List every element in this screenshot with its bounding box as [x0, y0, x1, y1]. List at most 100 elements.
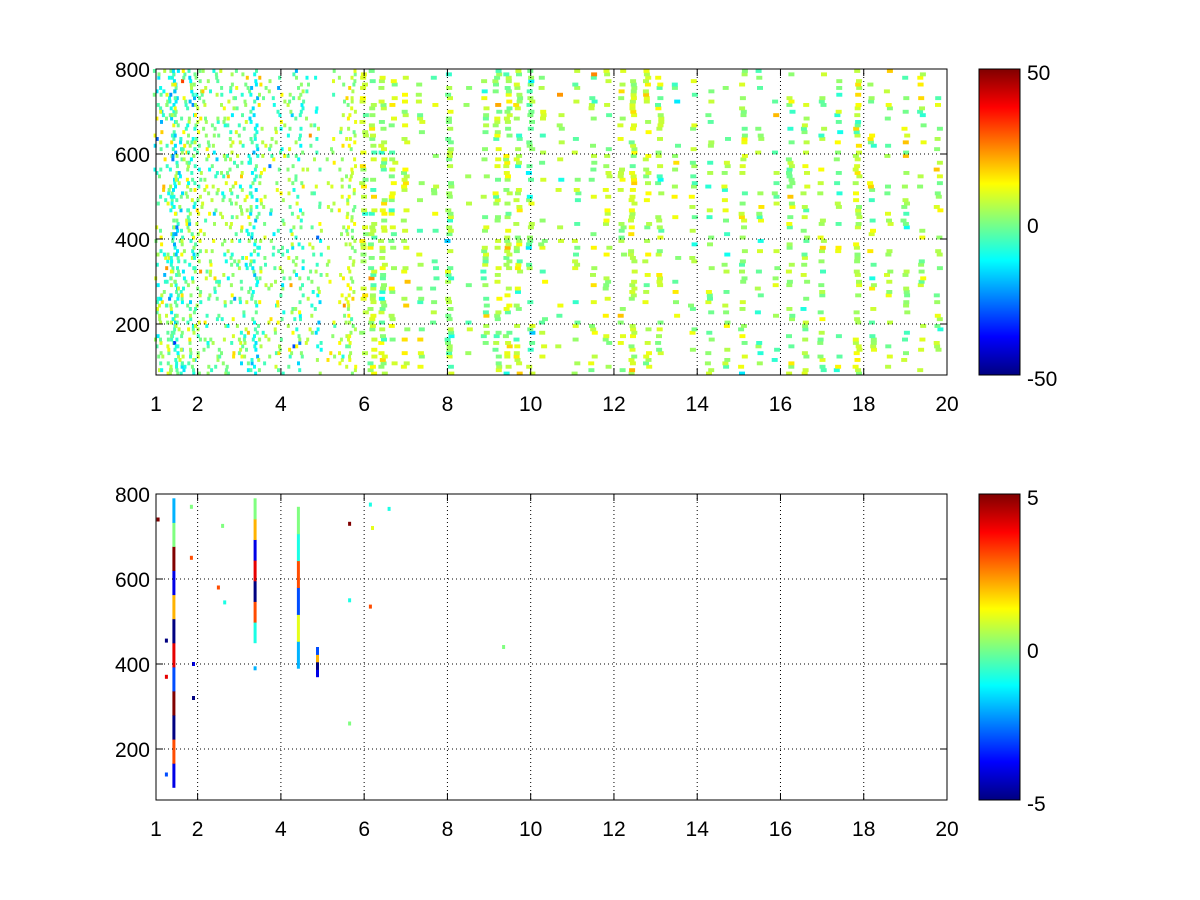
heatmap-cell: [191, 137, 195, 141]
heatmap-cell: [230, 82, 234, 87]
heatmap-cell: [466, 327, 473, 332]
heatmap-cell: [166, 201, 170, 206]
heatmap-cell: [289, 283, 293, 288]
heatmap-cell: [493, 341, 500, 345]
heatmap-cell: [430, 286, 437, 291]
heatmap-cell: [869, 276, 876, 281]
heatmap-cell: [233, 296, 237, 301]
heatmap-cell: [370, 188, 377, 192]
heatmap-cell: [725, 137, 731, 141]
heatmap-cell: [183, 259, 187, 264]
heatmap-cell: [754, 310, 761, 315]
heatmap-cell: [516, 208, 523, 213]
heatmap-cell: [351, 279, 355, 284]
heatmap-cell: [208, 167, 212, 172]
heatmap-cell: [818, 167, 825, 172]
heatmap-cell: [193, 96, 196, 101]
heatmap-cell: [199, 228, 203, 233]
heatmap-cell: [350, 171, 354, 175]
heatmap-cell: [590, 143, 596, 148]
heatmap-cell: [176, 222, 180, 226]
heatmap-cell: [918, 96, 925, 101]
heatmap-cell: [417, 198, 423, 203]
heatmap-cell: [352, 290, 356, 294]
heatmap-cell: [180, 147, 183, 152]
heatmap-cell: [248, 157, 252, 162]
heatmap-cell: [214, 174, 218, 179]
heatmap-cell: [174, 174, 178, 179]
heatmap-cell: [253, 137, 257, 141]
heatmap-cell: [446, 317, 453, 322]
heatmap-cell: [708, 337, 715, 342]
heatmap-cell: [786, 222, 793, 226]
heatmap-cell: [348, 113, 352, 118]
heatmap-cell: [867, 184, 874, 189]
heatmap-cell: [341, 354, 345, 359]
heatmap-cell: [773, 113, 780, 118]
heatmap-cell: [483, 252, 489, 257]
heatmap-cell: [739, 106, 746, 111]
heatmap-cell: [788, 140, 795, 145]
heatmap-cell: [155, 116, 159, 121]
heatmap-cell: [192, 310, 196, 315]
heatmap-cell: [835, 109, 842, 114]
heatmap-cell: [431, 188, 437, 192]
heatmap-cell: [242, 126, 246, 131]
heatmap-cell: [326, 205, 330, 209]
heatmap-dot: [348, 721, 352, 726]
heatmap-cell: [173, 89, 177, 94]
heatmap-cell: [249, 286, 252, 291]
heatmap-cell: [643, 92, 650, 97]
heatmap-cell: [342, 225, 346, 230]
heatmap-cell: [175, 160, 179, 165]
heatmap-cell: [262, 205, 266, 209]
heatmap-cell: [348, 256, 352, 260]
heatmap-cell: [360, 259, 367, 264]
heatmap-cell: [253, 126, 257, 131]
heatmap-cell: [262, 96, 265, 101]
heatmap-cell: [817, 181, 824, 186]
heatmap-cell: [203, 103, 207, 107]
heatmap-cell: [188, 75, 192, 80]
heatmap-cell: [253, 334, 256, 339]
heatmap-cell: [162, 290, 166, 294]
heatmap-cell: [901, 126, 908, 131]
heatmap-cell: [333, 324, 337, 328]
heatmap-cell: [310, 330, 314, 335]
heatmap-cell: [298, 133, 302, 138]
heatmap-cell: [173, 252, 176, 257]
heatmap-cell: [211, 143, 215, 148]
heatmap-cell: [819, 245, 826, 250]
heatmap-cell: [869, 334, 876, 339]
heatmap-cell: [516, 239, 523, 243]
heatmap-cell: [187, 361, 191, 366]
heatmap-cell: [757, 293, 764, 298]
heatmap-cell: [591, 354, 598, 359]
heatmap-cell: [310, 225, 314, 230]
heatmap-cell: [504, 235, 511, 240]
heatmap-cell: [249, 160, 252, 165]
heatmap-cell: [605, 171, 612, 175]
heatmap-cell: [628, 218, 634, 223]
heatmap-cell: [341, 276, 345, 281]
heatmap-cell: [280, 147, 284, 152]
heatmap-cell: [196, 354, 200, 359]
heatmap-cell: [198, 239, 202, 243]
heatmap-cell: [223, 239, 227, 243]
heatmap-cell: [572, 82, 579, 87]
heatmap-cell: [918, 262, 925, 267]
heatmap-cell: [352, 130, 356, 135]
heatmap-cell: [239, 330, 243, 335]
heatmap-cell: [706, 330, 713, 335]
heatmap-cell: [189, 351, 193, 356]
heatmap-cell: [574, 177, 581, 182]
heatmap-cell: [917, 368, 924, 373]
heatmap-cell: [483, 330, 490, 335]
heatmap-cell: [833, 157, 840, 162]
heatmap-cell: [854, 157, 861, 162]
heatmap-cell: [917, 184, 924, 189]
heatmap-cell: [707, 242, 713, 247]
bottom-plot-frame: [155, 493, 948, 801]
heatmap-cell: [156, 103, 160, 107]
heatmap-cell: [243, 341, 247, 345]
